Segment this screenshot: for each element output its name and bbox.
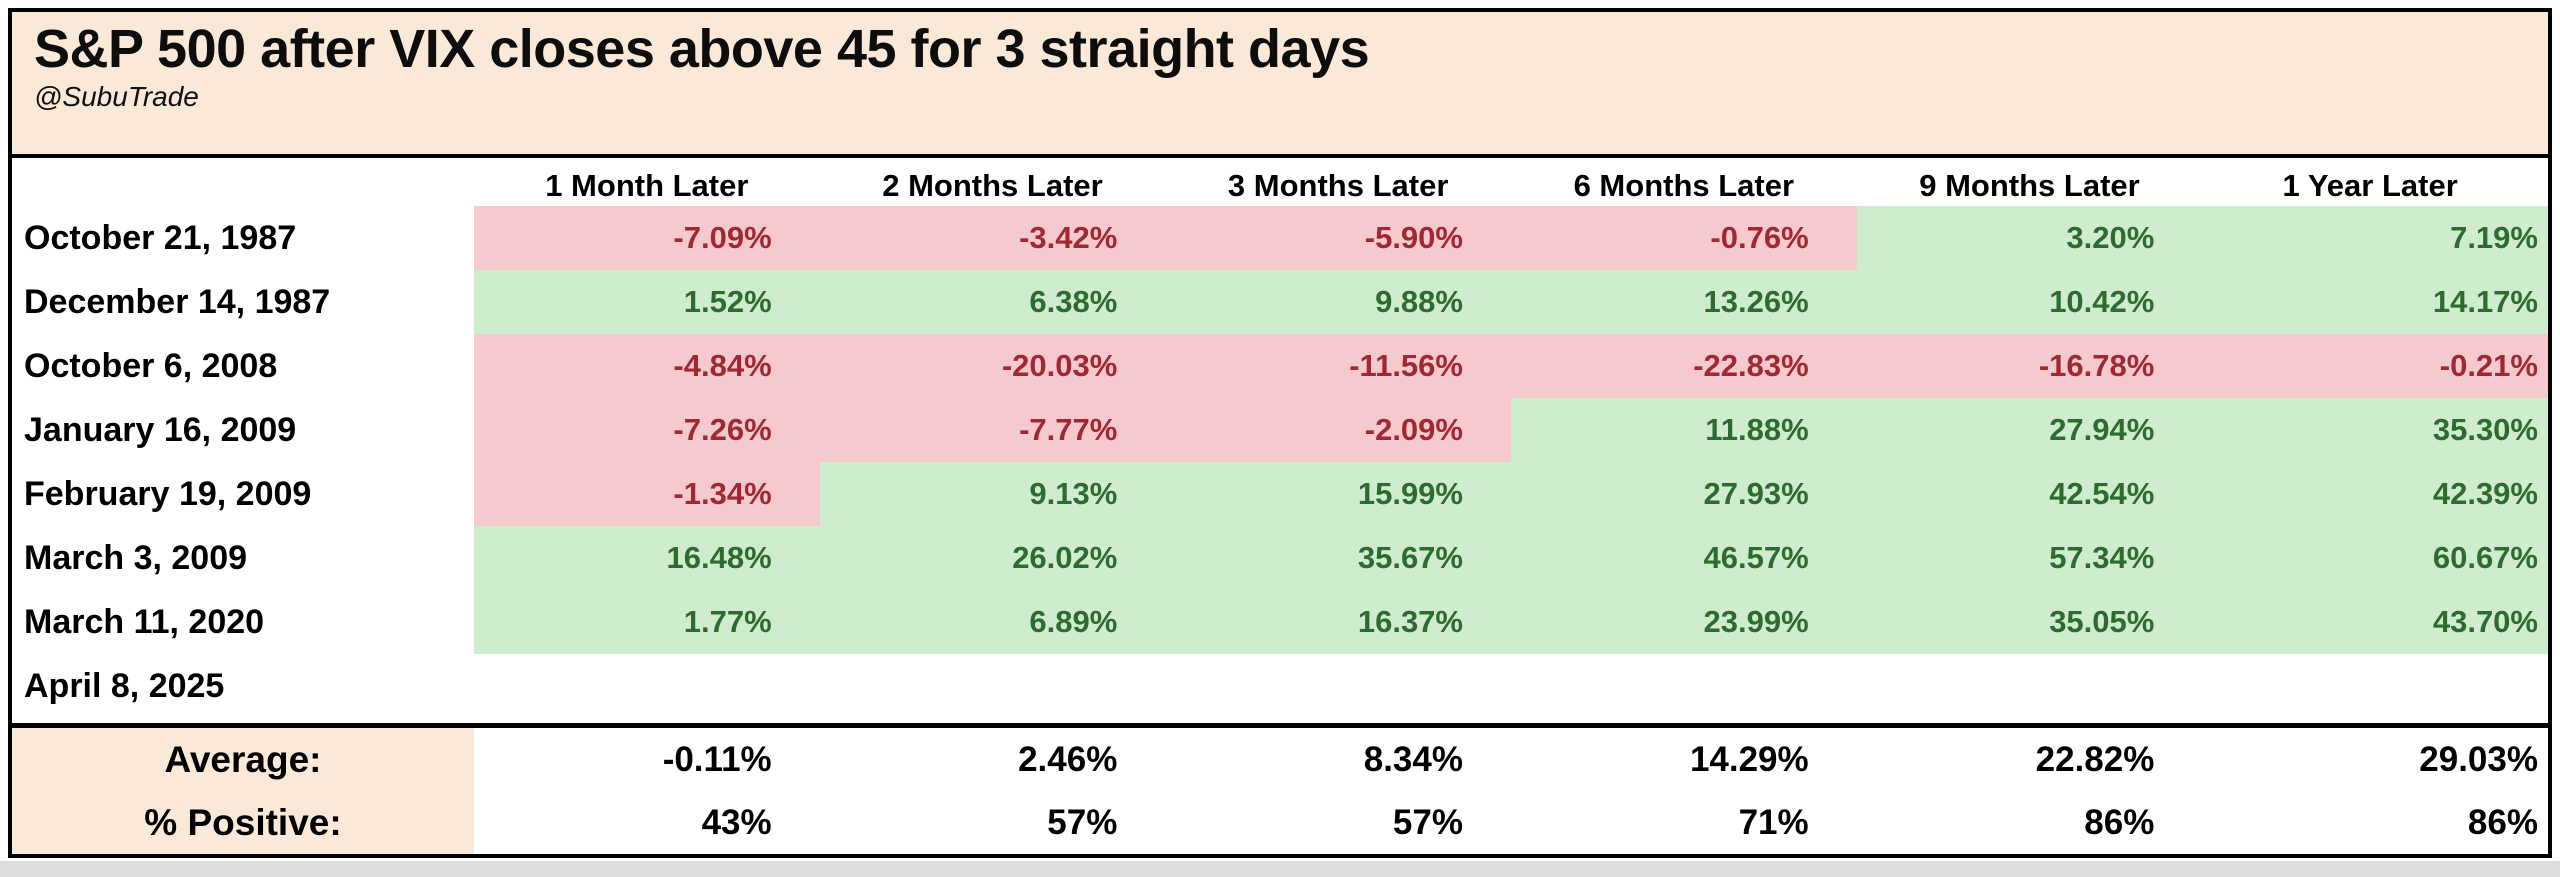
return-cell: 23.99% (1510, 590, 1857, 654)
return-cell: -22.83% (1510, 334, 1857, 398)
column-header-9-months: 9 Months Later (1919, 168, 2140, 203)
return-cell: 16.37% (1165, 590, 1511, 654)
average-value: -0.11% (662, 739, 772, 779)
return-cell: -16.78% (1856, 334, 2203, 398)
return-cell: -4.84% (474, 334, 820, 398)
column-header-2-months: 2 Months Later (882, 168, 1103, 203)
return-cell (820, 654, 1166, 718)
author-handle: @SubuTrade (34, 80, 199, 112)
date-cell: October 21, 1987 (24, 218, 297, 257)
return-cell: 16.48% (474, 526, 820, 590)
date-cell: January 16, 2009 (24, 410, 297, 449)
return-cell: 60.67% (2202, 526, 2548, 590)
return-cell: 9.13% (819, 462, 1166, 526)
page-title: S&P 500 after VIX closes above 45 for 3 … (34, 19, 1370, 79)
returns-table: 1 Month Later 2 Months Later 3 Months La… (12, 158, 2548, 718)
return-cell (2202, 654, 2548, 718)
corner-cell (12, 158, 474, 206)
return-cell: -5.90% (1165, 206, 1511, 270)
return-cell: -7.77% (819, 398, 1166, 462)
return-cell: 35.05% (1856, 590, 2203, 654)
percent-positive-label: % Positive: (12, 791, 474, 854)
title-block: S&P 500 after VIX closes above 45 for 3 … (12, 12, 2548, 158)
return-cell: 9.88% (1165, 270, 1511, 334)
average-value: 22.82% (2035, 739, 2155, 779)
return-cell (1511, 654, 1857, 718)
return-cell (1857, 654, 2203, 718)
return-cell: -11.56% (1165, 334, 1511, 398)
return-cell: 46.57% (1510, 526, 1857, 590)
date-cell: October 6, 2008 (24, 346, 278, 385)
return-cell: -0.76% (1510, 206, 1857, 270)
date-cell: March 11, 2020 (24, 602, 265, 641)
return-cell: 14.17% (2202, 270, 2548, 334)
return-cell: -0.21% (2202, 334, 2548, 398)
return-cell: 11.88% (1510, 398, 1857, 462)
average-value: 29.03% (2419, 739, 2538, 779)
return-cell: 1.77% (474, 590, 820, 654)
date-cell: March 3, 2009 (24, 538, 248, 577)
return-cell: -20.03% (819, 334, 1166, 398)
return-cell: 15.99% (1165, 462, 1511, 526)
percent-positive-value: 71% (1738, 802, 1809, 842)
percent-positive-value: 57% (1047, 802, 1118, 842)
date-cell: February 19, 2009 (24, 474, 312, 513)
return-cell: 27.93% (1510, 462, 1857, 526)
return-cell: -7.26% (474, 398, 820, 462)
return-cell: 13.26% (1510, 270, 1857, 334)
return-cell: -1.34% (474, 462, 820, 526)
return-cell: 27.94% (1856, 398, 2203, 462)
return-cell: 35.67% (1165, 526, 1511, 590)
return-cell: 1.52% (474, 270, 820, 334)
percent-positive-value: 57% (1392, 802, 1463, 842)
column-header-6-months: 6 Months Later (1573, 168, 1795, 203)
average-label: Average: (12, 728, 474, 791)
average-value: 14.29% (1689, 739, 1809, 779)
screenshot-bottom-margin (0, 861, 2560, 877)
date-cell: April 8, 2025 (24, 666, 225, 705)
percent-positive-value: 86% (2467, 802, 2538, 842)
return-cell: 10.42% (1856, 270, 2203, 334)
return-cell (474, 654, 820, 718)
return-cell: 6.89% (819, 590, 1166, 654)
column-header-1-year: 1 Year Later (2282, 168, 2458, 203)
average-value: 2.46% (1018, 739, 1118, 779)
return-cell: 42.54% (1856, 462, 2203, 526)
return-cell: 3.20% (1856, 206, 2203, 270)
summary-section: Average: -0.11% 2.46% 8.34% 14.29% 22.82… (12, 723, 2548, 854)
return-cell: 35.30% (2202, 398, 2548, 462)
return-cell (1165, 654, 1511, 718)
table-frame: S&P 500 after VIX closes above 45 for 3 … (8, 8, 2552, 858)
return-cell: 7.19% (2202, 206, 2548, 270)
return-cell: 6.38% (819, 270, 1166, 334)
percent-positive-value: 43% (701, 802, 772, 842)
return-cell: -7.09% (474, 206, 820, 270)
average-value: 8.34% (1363, 739, 1463, 779)
column-header-1-month: 1 Month Later (545, 168, 749, 203)
percent-positive-value: 86% (2084, 802, 2155, 842)
return-cell: 42.39% (2202, 462, 2548, 526)
return-cell: 26.02% (819, 526, 1166, 590)
return-cell: -3.42% (819, 206, 1166, 270)
return-cell: 43.70% (2202, 590, 2548, 654)
date-cell: December 14, 1987 (24, 282, 331, 321)
column-header-3-months: 3 Months Later (1227, 168, 1449, 203)
return-cell: -2.09% (1165, 398, 1511, 462)
return-cell: 57.34% (1856, 526, 2203, 590)
